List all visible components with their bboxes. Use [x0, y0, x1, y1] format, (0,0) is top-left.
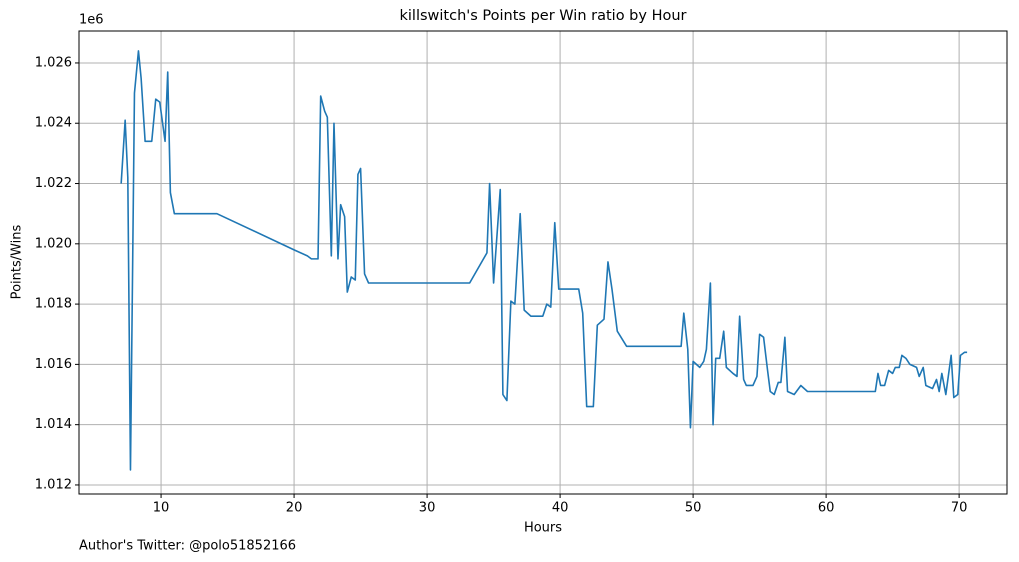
x-tick-label: 30: [419, 501, 436, 516]
x-tick-label: 20: [286, 501, 303, 516]
y-tick-label: 1.020: [35, 236, 72, 251]
y-tick-label: 1.018: [35, 297, 72, 312]
x-tick-label: 70: [951, 501, 968, 516]
x-tick-label: 40: [552, 501, 569, 516]
x-tick-label: 60: [818, 501, 835, 516]
plot-frame: [78, 30, 1008, 495]
y-axis-label: Points/Wins: [10, 224, 25, 299]
x-axis-label: Hours: [524, 521, 562, 536]
y-tick-label: 1.016: [35, 357, 72, 372]
y-tick-label: 1.024: [35, 116, 72, 131]
chart-title: killswitch's Points per Win ratio by Hou…: [400, 8, 687, 24]
line-series: [120, 50, 968, 471]
x-tick-label: 50: [685, 501, 702, 516]
x-tick-label: 10: [153, 501, 170, 516]
y-tick-label: 1.022: [35, 176, 72, 191]
y-tick-label: 1.012: [35, 477, 72, 492]
y-offset-label: 1e6: [79, 13, 104, 28]
footnote: Author's Twitter: @polo51852166: [79, 539, 296, 554]
y-tick-label: 1.014: [35, 417, 72, 432]
y-tick-label: 1.026: [35, 55, 72, 70]
